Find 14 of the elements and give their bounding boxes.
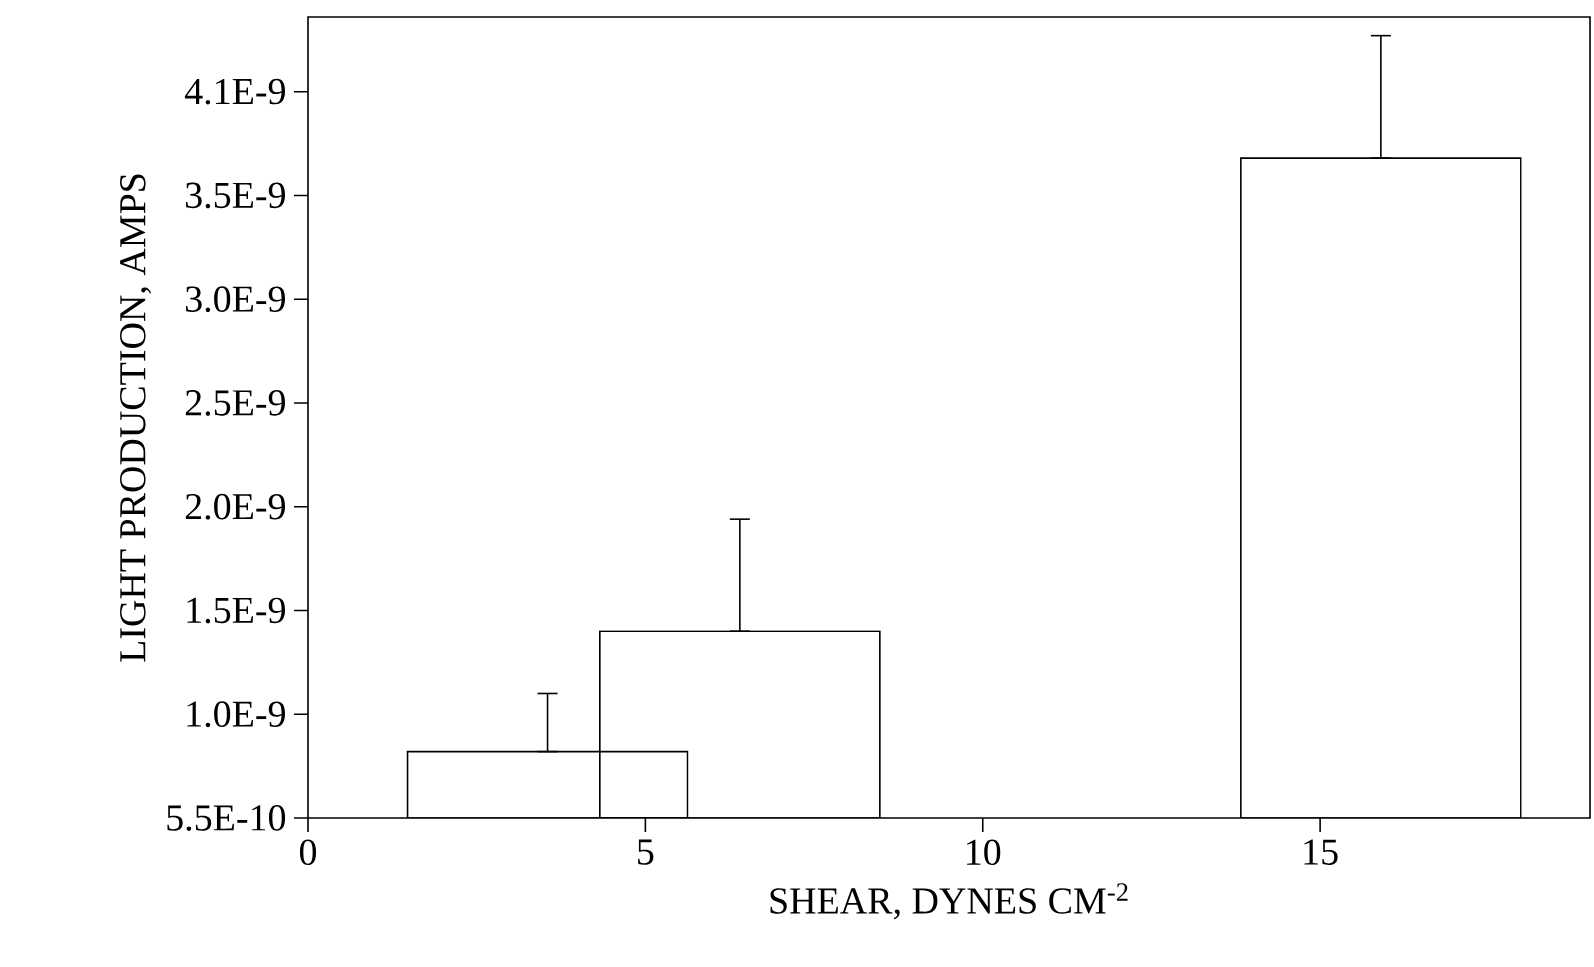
x-axis-title: SHEAR, DYNES CM$^{-2}$ [770,883,1128,920]
y-tick-label: 2.0E-9 [185,493,285,520]
y-tick-label: 4.1E-9 [184,78,285,105]
y-tick-label: 1.5E-9 [187,597,285,624]
x-tick-label: 10 [967,839,1001,866]
y-tick-label: 2.5E-9 [185,390,285,416]
x-tick-label: 5 [638,839,654,865]
x-tick-label: 15 [1304,839,1338,865]
y-tick-label: 1.0E-9 [187,701,285,728]
y-axis-title: LIGHT PRODUCTION, AMPS [120,174,152,662]
x-tick-label: 0 [299,839,317,866]
y-tick-label: 3.5E-9 [185,182,285,209]
y-tick-label: 3.0E-9 [185,286,285,313]
y-tick-label: 5.5E-10 [167,805,286,831]
